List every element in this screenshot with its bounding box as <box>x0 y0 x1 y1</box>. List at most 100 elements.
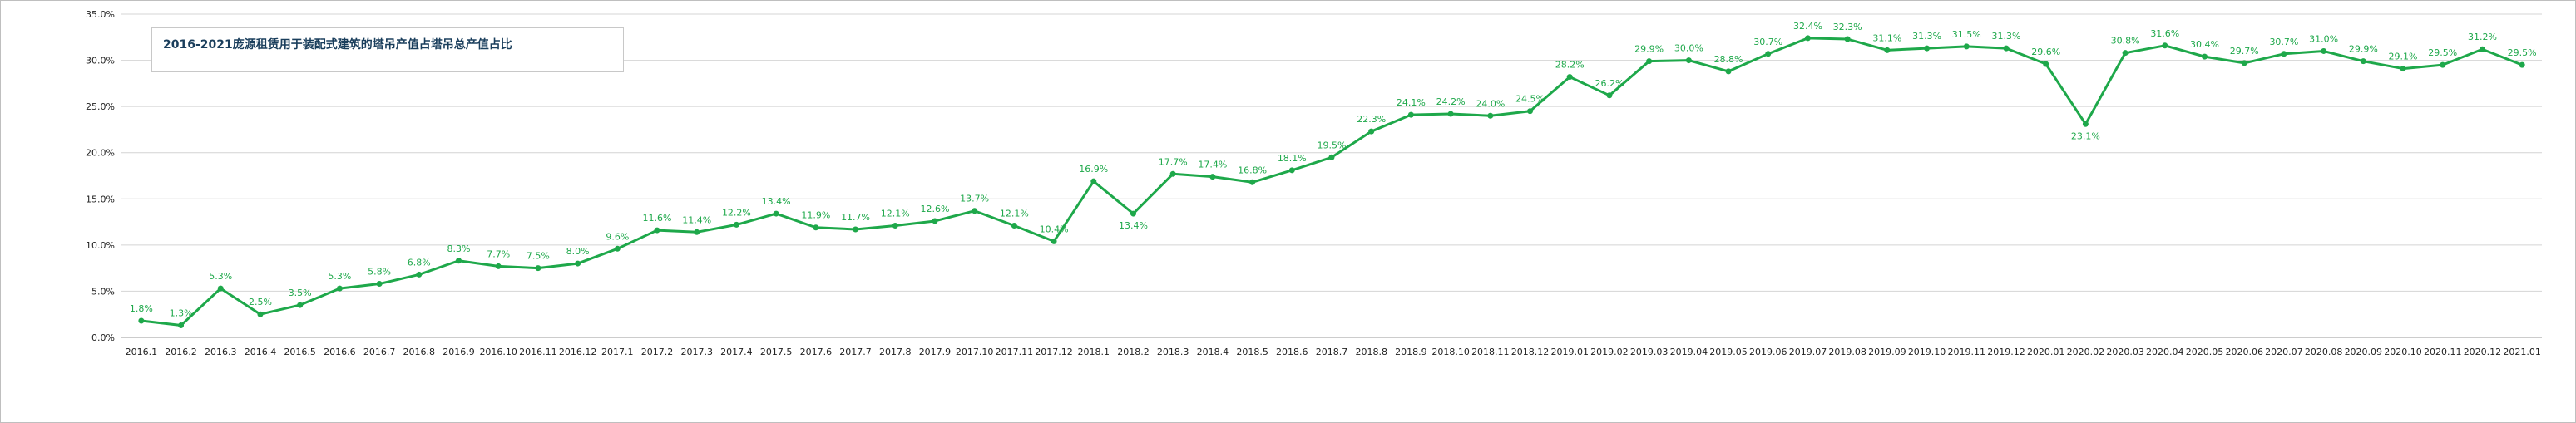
data-point <box>813 224 819 231</box>
data-point <box>1249 179 1256 185</box>
data-point <box>535 265 541 272</box>
x-tick-label: 2021.01 <box>2503 347 2541 357</box>
x-tick-label: 2017.8 <box>879 347 912 357</box>
x-tick-label: 2017.12 <box>1035 347 1073 357</box>
x-tick-label: 2020.01 <box>2027 347 2065 357</box>
data-point <box>1884 47 1891 53</box>
data-label: 22.3% <box>1357 114 1386 125</box>
x-tick-label: 2019.07 <box>1789 347 1827 357</box>
x-tick-label: 2016.3 <box>205 347 237 357</box>
x-tick-label: 2019.06 <box>1749 347 1787 357</box>
x-tick-label: 2016.11 <box>519 347 557 357</box>
x-tick-label: 2017.2 <box>641 347 674 357</box>
data-point <box>614 245 621 252</box>
data-point <box>2281 51 2287 57</box>
x-tick-label: 2016.2 <box>165 347 197 357</box>
data-label: 11.7% <box>841 212 870 223</box>
data-label: 8.3% <box>447 243 471 254</box>
y-tick-label: 0.0% <box>91 332 115 343</box>
data-label: 24.0% <box>1476 98 1505 109</box>
data-point <box>495 263 502 269</box>
data-point <box>773 210 779 217</box>
data-label: 9.6% <box>606 231 629 242</box>
data-point <box>1407 111 1414 118</box>
x-tick-label: 2019.01 <box>1550 347 1589 357</box>
chart-title-box: 2016-2021庞源租赁用于装配式建筑的塔吊产值占塔吊总产值占比 <box>151 27 624 72</box>
x-tick-label: 2018.3 <box>1157 347 1189 357</box>
x-tick-label: 2018.8 <box>1355 347 1387 357</box>
data-point <box>733 221 739 228</box>
data-point <box>1963 43 1970 50</box>
x-tick-label: 2016.5 <box>284 347 316 357</box>
data-label: 12.1% <box>1000 209 1029 219</box>
data-point <box>932 218 938 224</box>
data-point <box>257 311 264 317</box>
x-tick-label: 2017.11 <box>996 347 1034 357</box>
data-label: 18.1% <box>1278 153 1307 164</box>
data-point <box>1646 58 1653 65</box>
data-point <box>1328 154 1335 160</box>
data-label: 1.3% <box>170 308 193 319</box>
data-point <box>972 208 978 214</box>
x-tick-label: 2020.03 <box>2106 347 2144 357</box>
x-tick-label: 2018.9 <box>1395 347 1427 357</box>
data-label: 31.6% <box>2150 28 2179 39</box>
data-point <box>853 226 859 233</box>
data-point <box>1090 178 1097 184</box>
x-tick-label: 2016.6 <box>324 347 356 357</box>
x-tick-label: 2019.09 <box>1868 347 1906 357</box>
data-label: 31.5% <box>1952 29 1981 40</box>
data-point <box>2321 47 2327 54</box>
x-tick-label: 2018.5 <box>1236 347 1268 357</box>
data-label: 30.7% <box>1753 37 1782 47</box>
data-point <box>2241 60 2247 66</box>
data-point <box>2400 66 2406 72</box>
data-label: 30.7% <box>2269 37 2298 47</box>
data-label: 31.3% <box>1992 31 2021 42</box>
x-tick-label: 2016.9 <box>443 347 475 357</box>
data-label: 23.1% <box>2071 130 2100 141</box>
data-point <box>297 302 304 308</box>
x-tick-label: 2017.6 <box>800 347 833 357</box>
y-tick-label: 25.0% <box>86 101 115 112</box>
x-tick-label: 2017.3 <box>680 347 713 357</box>
x-tick-label: 2017.5 <box>760 347 793 357</box>
data-label: 32.3% <box>1833 22 1862 32</box>
data-label: 30.8% <box>2111 36 2140 47</box>
x-tick-label: 2018.12 <box>1511 347 1550 357</box>
data-point <box>1765 51 1772 57</box>
data-point <box>2082 121 2089 127</box>
data-point <box>654 227 660 234</box>
data-label: 19.5% <box>1318 140 1347 150</box>
data-point <box>2122 50 2129 57</box>
data-label: 29.5% <box>2508 47 2537 58</box>
data-point <box>2519 61 2525 68</box>
x-tick-label: 2019.05 <box>1709 347 1748 357</box>
x-tick-label: 2018.2 <box>1117 347 1150 357</box>
data-point <box>2360 58 2366 65</box>
data-label: 11.4% <box>682 214 711 225</box>
y-tick-label: 10.0% <box>86 240 115 251</box>
x-tick-label: 2018.1 <box>1078 347 1110 357</box>
x-tick-label: 2019.10 <box>1908 347 1946 357</box>
x-tick-label: 2020.07 <box>2265 347 2303 357</box>
x-tick-label: 2017.7 <box>839 347 872 357</box>
x-tick-label: 2018.10 <box>1431 347 1470 357</box>
x-tick-label: 2016.4 <box>245 347 277 357</box>
data-point <box>575 260 581 267</box>
y-tick-label: 35.0% <box>86 9 115 20</box>
data-point <box>2202 53 2208 60</box>
data-point <box>1924 45 1931 52</box>
x-tick-label: 2017.4 <box>720 347 753 357</box>
data-label: 13.7% <box>960 194 989 204</box>
x-tick-label: 2020.10 <box>2384 347 2422 357</box>
data-point <box>138 317 145 324</box>
data-label: 12.1% <box>881 209 910 219</box>
x-tick-label: 2016.10 <box>479 347 517 357</box>
x-tick-label: 2020.08 <box>2305 347 2343 357</box>
data-label: 31.2% <box>2468 32 2497 42</box>
data-point <box>1169 170 1176 177</box>
x-tick-label: 2019.11 <box>1948 347 1986 357</box>
series-line <box>141 37 2523 327</box>
